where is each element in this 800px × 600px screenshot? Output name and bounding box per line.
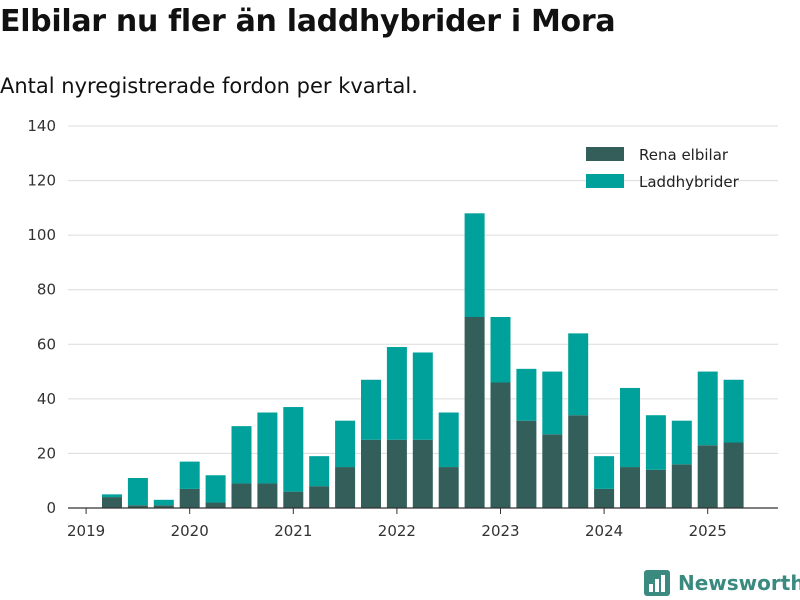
bar-laddhybrider — [594, 456, 615, 489]
bar-laddhybrider — [620, 387, 640, 468]
bar-rena-elbilar — [438, 467, 459, 508]
bar-rena-elbilar — [542, 434, 563, 508]
bar-laddhybrider — [231, 426, 252, 484]
bar-laddhybrider — [645, 415, 666, 470]
bar-chart-logo-icon — [644, 570, 670, 596]
x-axis: 2019 2020 2021 2022 2023 2024 2025 — [67, 507, 778, 540]
bar-laddhybrider — [723, 379, 744, 443]
y-tick-label: 80 — [37, 281, 56, 299]
bar-rena-elbilar — [620, 467, 640, 508]
x-tick-label: 2025 — [689, 522, 727, 540]
newsworthy-logo: Newsworthy — [644, 566, 800, 600]
bar-rena-elbilar — [723, 442, 744, 508]
bar-rena-elbilar — [283, 491, 304, 508]
bar-laddhybrider — [542, 371, 563, 435]
bar-laddhybrider — [412, 352, 433, 440]
x-tick-label: 2020 — [171, 522, 209, 540]
bar-laddhybrider — [205, 475, 226, 503]
brand-name: Newsworthy — [678, 571, 800, 595]
bar-laddhybrider — [568, 333, 589, 416]
x-tick-label: 2024 — [585, 522, 623, 540]
bar-laddhybrider — [102, 494, 122, 498]
bar-rena-elbilar — [335, 467, 356, 508]
bar-rena-elbilar — [257, 483, 278, 508]
bar-laddhybrider — [309, 456, 330, 487]
y-tick-label: 100 — [27, 226, 56, 244]
y-tick-label: 120 — [27, 172, 56, 190]
bar-rena-elbilar — [568, 415, 589, 508]
bar-rena-elbilar — [412, 439, 433, 508]
bar-rena-elbilar — [309, 486, 330, 508]
bar-laddhybrider — [283, 407, 304, 492]
bar-laddhybrider — [671, 420, 692, 465]
legend-swatch — [586, 174, 624, 188]
x-tick-label: 2019 — [67, 522, 105, 540]
bar-laddhybrider — [464, 213, 485, 317]
y-axis-ticks: 0 20 40 60 80 100 120 140 — [27, 117, 56, 517]
bar-laddhybrider — [335, 420, 356, 468]
bar-rena-elbilar — [231, 483, 252, 508]
bar-laddhybrider — [153, 499, 174, 506]
bar-rena-elbilar — [516, 420, 537, 508]
bar-rena-elbilar — [386, 439, 407, 508]
bar-laddhybrider — [257, 412, 278, 484]
bar-rena-elbilar — [671, 464, 692, 508]
bar-laddhybrider — [490, 317, 511, 383]
legend-swatch — [586, 147, 624, 161]
bar-rena-elbilar — [205, 502, 226, 508]
legend: Rena elbilar Laddhybrider — [586, 146, 740, 191]
bar-rena-elbilar — [464, 317, 485, 508]
bar-laddhybrider — [516, 368, 537, 421]
bar-laddhybrider — [386, 347, 407, 440]
x-tick-label: 2023 — [481, 522, 519, 540]
bar-rena-elbilar — [490, 382, 511, 508]
bar-laddhybrider — [361, 379, 381, 440]
chart-title: Elbilar nu fler än laddhybrider i Mora — [0, 4, 616, 39]
bar-rena-elbilar — [127, 505, 148, 508]
y-tick-label: 0 — [46, 499, 56, 517]
y-tick-label: 60 — [37, 335, 56, 353]
y-tick-label: 40 — [37, 390, 56, 408]
gridlines — [68, 125, 778, 454]
legend-label: Laddhybrider — [639, 173, 740, 191]
bar-rena-elbilar — [594, 488, 615, 508]
bar-rena-elbilar — [179, 488, 200, 508]
bar-rena-elbilar — [361, 439, 381, 508]
bar-laddhybrider — [438, 412, 459, 468]
x-tick-label: 2022 — [378, 522, 416, 540]
bar-rena-elbilar — [102, 497, 122, 508]
y-tick-label: 20 — [37, 444, 56, 462]
bar-rena-elbilar — [645, 469, 666, 508]
bar-laddhybrider — [697, 371, 718, 446]
bar-laddhybrider — [127, 477, 148, 506]
legend-label: Rena elbilar — [639, 146, 729, 164]
x-tick-label: 2021 — [274, 522, 312, 540]
bar-rena-elbilar — [153, 505, 174, 508]
bar-rena-elbilar — [697, 445, 718, 508]
bars — [102, 213, 744, 508]
y-tick-label: 140 — [27, 117, 56, 135]
chart-subtitle: Antal nyregistrerade fordon per kvartal. — [0, 74, 418, 98]
bar-laddhybrider — [179, 461, 200, 489]
